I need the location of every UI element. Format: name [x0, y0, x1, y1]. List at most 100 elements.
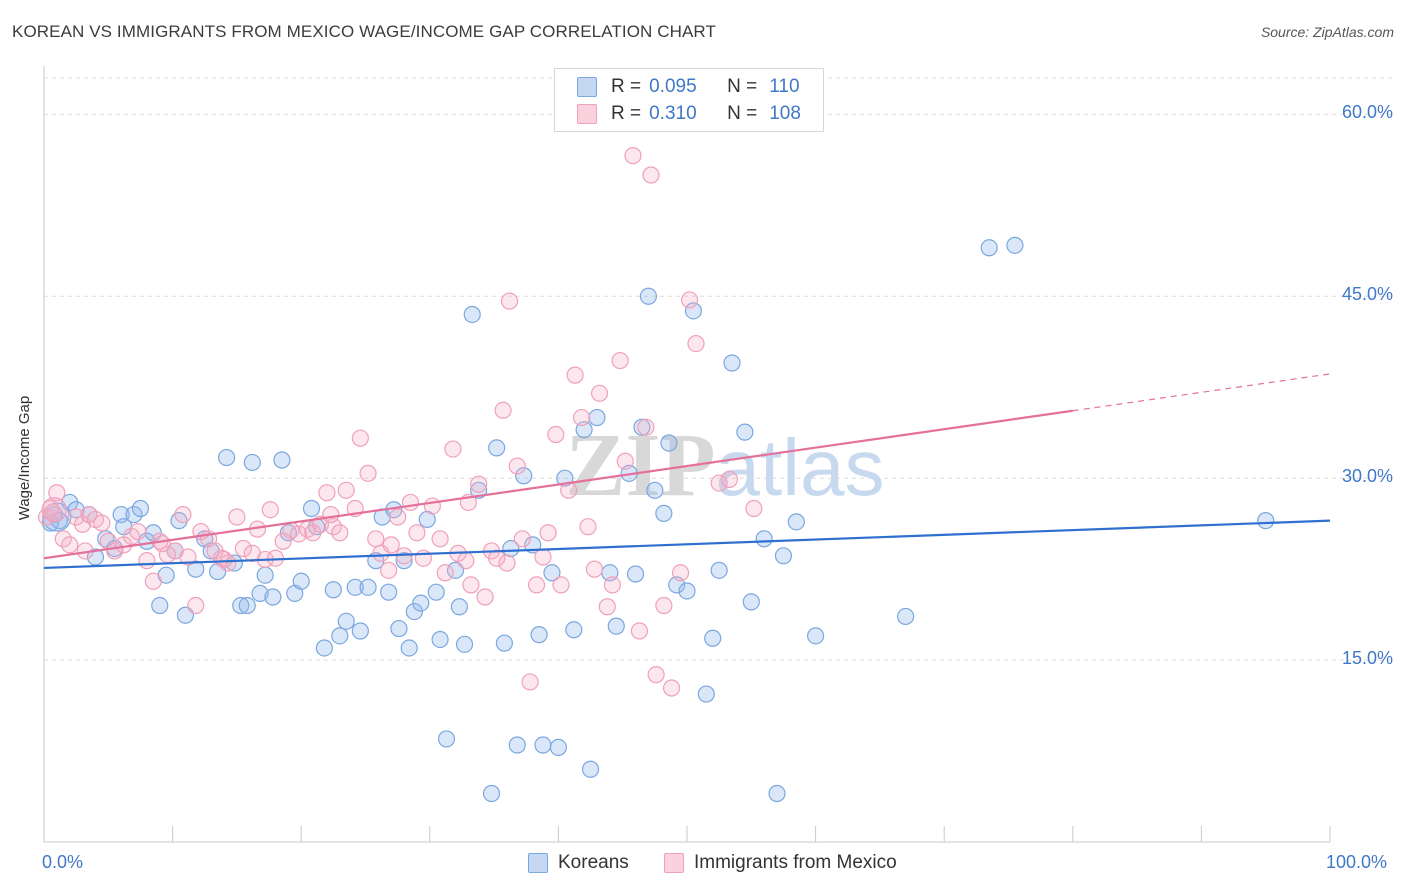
korean-point-52: [405, 602, 423, 621]
koreans-swatch: [577, 77, 597, 97]
korean-point-84: [639, 287, 658, 305]
korean-point-94: [723, 354, 741, 372]
korean-point-78: [588, 408, 606, 427]
mexico-point-13: [129, 522, 147, 541]
mexico-point-56: [431, 530, 449, 548]
mexico-point-79: [579, 518, 597, 536]
r-value: 0.095: [649, 76, 697, 97]
chart-title: KOREAN VS IMMIGRANTS FROM MEXICO WAGE/IN…: [12, 22, 716, 41]
mexico-point-80: [585, 560, 604, 578]
mexico-point-93: [671, 564, 690, 582]
mexico-point-95: [687, 334, 705, 353]
korean-point-26: [232, 596, 250, 615]
korean-point-102: [897, 607, 915, 626]
mexico-point-50: [389, 508, 407, 526]
mexico-point-2: [54, 530, 72, 548]
mexico-point-73: [539, 524, 557, 542]
korean-point-12: [131, 499, 150, 518]
korean-point-53: [412, 594, 430, 612]
korean-point-56: [431, 630, 449, 649]
mexico-point-74: [547, 425, 565, 444]
legend-item-mexico[interactable]: Immigrants from Mexico: [664, 852, 897, 874]
korean-point-20: [187, 560, 205, 578]
n-label: N =: [727, 76, 758, 97]
korean-point-86: [655, 504, 673, 522]
mexico-point-21: [187, 596, 205, 615]
legend-label: Koreans: [558, 852, 629, 873]
mexico-point-107: [498, 554, 516, 572]
mexico-point-45: [351, 429, 369, 447]
mexico-point-52: [401, 493, 420, 512]
r-label: R =: [611, 103, 642, 124]
mexico-point-87: [630, 622, 649, 640]
korean-point-61: [463, 305, 481, 324]
korean-point-43: [351, 622, 369, 640]
mexico-cluster-point: [41, 497, 67, 523]
korean-point-98: [768, 784, 786, 803]
mexico-point-89: [642, 166, 660, 184]
mexico-point-88: [637, 418, 655, 436]
trend-line-extension-1: [1072, 373, 1331, 412]
watermark: ZIPatlas: [565, 416, 884, 515]
series-koreans: [41, 236, 1275, 803]
mexico-point-61: [462, 576, 480, 594]
y-tick-label-0: 15.0%: [1341, 648, 1393, 669]
korean-point-30: [256, 566, 274, 584]
mexico-point-40: [318, 484, 336, 502]
mexico-swatch: [577, 104, 597, 124]
korean-point-38: [315, 639, 333, 657]
korean-point-60: [455, 635, 474, 653]
n-value: 110: [769, 76, 800, 97]
korean-point-65: [495, 634, 513, 652]
korean-point-71: [534, 736, 552, 754]
korean-point-29: [251, 584, 269, 602]
korean-point-68: [515, 467, 533, 485]
korean-point-24: [218, 448, 236, 467]
mexico-point-15: [144, 572, 162, 590]
mexico-point-105: [382, 536, 400, 554]
korean-point-59: [450, 598, 468, 616]
x-tick-label-min: 0.0%: [42, 852, 84, 872]
korean-point-99: [774, 547, 793, 565]
mexico-point-55: [423, 497, 441, 515]
korean-point-97: [755, 530, 773, 548]
mexico-swatch: [664, 853, 684, 873]
mexico-point-84: [611, 351, 629, 370]
trend-line-1: [43, 409, 1073, 560]
korean-point-96: [742, 593, 760, 611]
mexico-point-19: [174, 505, 192, 524]
mexico-point-14: [138, 552, 156, 570]
series-immigrants-from-mexico: [37, 147, 763, 697]
mexico-point-32: [261, 501, 279, 519]
korean-point-57: [437, 730, 456, 748]
korean-point-90: [684, 302, 703, 320]
mexico-point-69: [513, 530, 531, 548]
korean-point-31: [264, 588, 282, 606]
mexico-point-63: [476, 588, 494, 606]
legend-item-koreans[interactable]: Koreans: [528, 852, 629, 874]
korean-point-49: [390, 619, 408, 638]
stats-row-koreans: R = 0.095 N = 110: [577, 75, 800, 99]
r-label: R =: [611, 76, 642, 97]
mexico-point-67: [500, 292, 519, 310]
y-tick-label-2: 45.0%: [1341, 284, 1393, 305]
korean-point-36: [302, 499, 321, 518]
korean-point-104: [1006, 236, 1024, 254]
mexico-point-36: [290, 525, 308, 543]
korean-point-42: [346, 578, 364, 596]
korean-point-50: [395, 552, 413, 570]
mexico-point-49: [380, 561, 398, 579]
korean-point-63: [482, 784, 501, 803]
x-tick-label-max: 100.0%: [1326, 852, 1388, 872]
mexico-point-68: [508, 457, 526, 475]
korean-point-95: [736, 423, 754, 441]
korean-point-11: [125, 505, 143, 524]
korean-point-15: [151, 596, 169, 615]
y-tick-label-1: 30.0%: [1341, 466, 1393, 487]
n-label: N =: [727, 103, 758, 124]
korean-point-105: [1257, 512, 1275, 530]
stats-legend: R = 0.095 N = 110 R = 0.310 N = 108: [554, 68, 824, 132]
korean-point-85: [646, 481, 664, 499]
n-value: 108: [769, 103, 801, 124]
korean-point-82: [626, 565, 645, 583]
